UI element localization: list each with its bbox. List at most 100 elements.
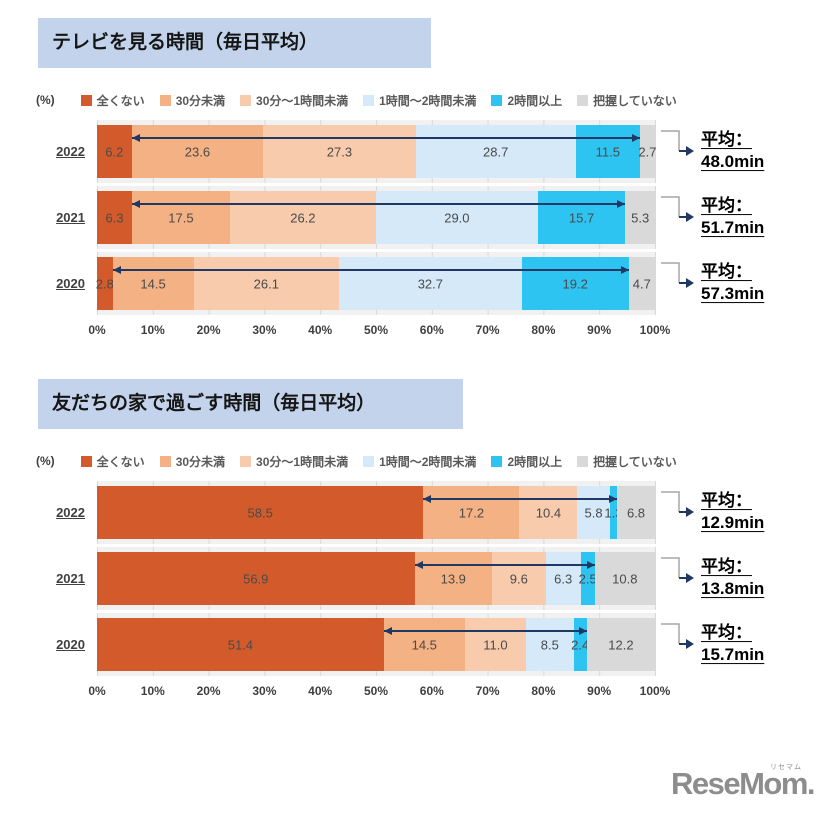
legend-item-label: 30分未満 bbox=[175, 93, 226, 108]
bar-segment: 32.7 bbox=[339, 257, 522, 310]
segment-value-label: 17.2 bbox=[458, 505, 485, 520]
chart-title-tv: テレビを見る時間（毎日平均） bbox=[38, 18, 431, 68]
chart-section-tv: テレビを見る時間（毎日平均） (%) 全くない 30分未満 30分〜1時間未満 1時間… bbox=[0, 18, 819, 339]
segment-value-label: 11.5 bbox=[595, 144, 620, 159]
bar-segment: 6.3 bbox=[97, 191, 133, 244]
segment-value-label: 6.2 bbox=[105, 144, 124, 159]
legend-item: 30分〜1時間未満 bbox=[240, 453, 348, 470]
legend-swatch-icon bbox=[240, 94, 252, 106]
segment-value-label: 15.7 bbox=[568, 210, 595, 225]
legend-swatch-icon bbox=[363, 94, 375, 106]
axis-tick-label: 90% bbox=[587, 323, 612, 337]
chart-section-friends: 友だちの家で過ごす時間（毎日平均） (%) 全くない 30分未満 30分〜1時間未満… bbox=[0, 379, 819, 700]
axis-tick-label: 80% bbox=[531, 684, 556, 698]
range-arrow bbox=[383, 627, 588, 635]
logo-wordmark: ReseMom. bbox=[670, 766, 816, 801]
bar-segment: 58.5 bbox=[97, 486, 424, 539]
legend-item-label: 全くない bbox=[96, 454, 145, 469]
stacked-bar: 56.9 13.9 9.6 6.3 2.5 10.8 bbox=[97, 547, 656, 610]
legend-item: 2時間以上 bbox=[491, 453, 562, 470]
legend-swatch-icon bbox=[577, 94, 589, 106]
axis-tick-label: 20% bbox=[196, 323, 221, 337]
axis-tick-label: 30% bbox=[252, 684, 277, 698]
segment-value-label: 27.3 bbox=[326, 144, 353, 159]
axis-tick-label: 90% bbox=[587, 684, 612, 698]
segment-value-label: 11.0 bbox=[483, 637, 508, 652]
bar-segment: 26.2 bbox=[229, 191, 376, 244]
bar-segment: 27.3 bbox=[263, 125, 416, 178]
bar-segment: 4.7 bbox=[628, 257, 655, 310]
resemom-logo: リセマム ReseMom. bbox=[670, 764, 816, 801]
legend-item: 1時間〜2時間未満 bbox=[363, 92, 476, 109]
bar-segment: 12.2 bbox=[586, 618, 655, 671]
axis-tick-label: 50% bbox=[363, 684, 389, 698]
year-label: 2021 bbox=[56, 210, 85, 225]
segment-value-label: 10.4 bbox=[535, 505, 562, 520]
legend-item-label: 全くない bbox=[96, 93, 145, 108]
chart-row-2021: 2021 6.3 17.5 26.2 29.0 15.7 5.3 平均： 51.7min bbox=[0, 186, 819, 249]
average-label: 平均： 51.7min bbox=[701, 195, 765, 238]
axis-tick-label: 70% bbox=[475, 684, 500, 698]
average-callout: 平均： 15.7min bbox=[655, 618, 819, 671]
axis-tick-label: 100% bbox=[639, 684, 671, 698]
legend-item: 30分未満 bbox=[159, 92, 226, 109]
segment-value-label: 6.8 bbox=[626, 505, 646, 520]
segment-value-label: 12.2 bbox=[608, 637, 634, 652]
bar-segment: 2.4 bbox=[571, 618, 590, 671]
axis-tick-label: 40% bbox=[308, 323, 333, 337]
legend-item: 全くない bbox=[80, 453, 145, 470]
bar-segment: 14.5 bbox=[112, 257, 194, 310]
chart-row-2022: 2022 58.5 17.2 10.4 5.8 1.3 6.8 平均： 12.9min bbox=[0, 481, 819, 544]
range-arrow bbox=[423, 495, 618, 503]
bar-segment: 2.5 bbox=[578, 552, 597, 605]
bar-segment: 13.9 bbox=[414, 552, 493, 605]
segment-value-label: 10.8 bbox=[612, 571, 638, 586]
x-axis-friends: 0% 10% 20% 30% 40% 50% 60% 70% 80% 90% 100% bbox=[88, 684, 670, 700]
stacked-bar: 6.2 23.6 27.3 28.7 11.5 2.7 bbox=[97, 120, 656, 183]
segment-value-label: 28.7 bbox=[483, 144, 509, 159]
percent-unit-label: (%) bbox=[36, 93, 55, 107]
axis-tick-label: 20% bbox=[196, 684, 221, 698]
segment-value-label: 29.0 bbox=[444, 210, 470, 225]
elbow-connector-icon bbox=[661, 557, 694, 583]
legend-swatch-icon bbox=[80, 455, 92, 467]
bar-segment: 6.3 bbox=[545, 552, 581, 605]
average-callout: 平均： 57.3min bbox=[655, 257, 819, 310]
axis-tick-label: 10% bbox=[140, 323, 165, 337]
chart-row-2021: 2021 56.9 13.9 9.6 6.3 2.5 10.8 平均： 13.8min bbox=[0, 547, 819, 610]
segment-value-label: 56.9 bbox=[243, 571, 269, 586]
bar-segment: 11.5 bbox=[575, 125, 640, 178]
range-arrow bbox=[132, 200, 626, 208]
segment-value-label: 6.3 bbox=[105, 210, 124, 225]
bar-segment: 17.5 bbox=[132, 191, 230, 244]
bar-segment: 28.7 bbox=[415, 125, 576, 178]
segment-value-label: 2.5 bbox=[578, 571, 597, 586]
bar-segment: 11.0 bbox=[464, 618, 527, 671]
legend-item-label: 1時間〜2時間未満 bbox=[379, 93, 477, 108]
range-arrow bbox=[414, 561, 595, 569]
axis-tick-label: 0% bbox=[88, 323, 106, 337]
axis-tick-label: 10% bbox=[140, 684, 165, 698]
range-arrow bbox=[131, 134, 641, 142]
x-axis-tv: 0% 10% 20% 30% 40% 50% 60% 70% 80% 90% 100% bbox=[88, 323, 670, 339]
segment-value-label: 14.5 bbox=[411, 637, 437, 652]
axis-tick-label: 70% bbox=[475, 323, 500, 337]
elbow-connector-icon bbox=[661, 196, 694, 222]
legend-item-label: 30分〜1時間未満 bbox=[256, 454, 349, 469]
axis-tick-label: 80% bbox=[531, 323, 556, 337]
legend-item-label: 2時間以上 bbox=[507, 93, 563, 108]
average-callout: 平均： 12.9min bbox=[655, 486, 819, 539]
legend-item-label: 把握していない bbox=[593, 93, 677, 108]
average-callout: 平均： 48.0min bbox=[655, 125, 819, 178]
average-label: 平均： 12.9min bbox=[701, 490, 765, 533]
legend-item: 把握していない bbox=[577, 453, 677, 470]
legend-item: 2時間以上 bbox=[491, 92, 562, 109]
range-arrow bbox=[112, 266, 629, 274]
elbow-connector-icon bbox=[661, 262, 694, 288]
segment-value-label: 14.5 bbox=[140, 276, 166, 291]
segment-value-label: 2.4 bbox=[571, 637, 590, 652]
stacked-bar: 6.3 17.5 26.2 29.0 15.7 5.3 bbox=[97, 186, 656, 249]
legend-swatch-icon bbox=[577, 455, 589, 467]
bar-segment: 1.3 bbox=[604, 486, 622, 539]
legend-item-label: 1時間〜2時間未満 bbox=[379, 454, 477, 469]
